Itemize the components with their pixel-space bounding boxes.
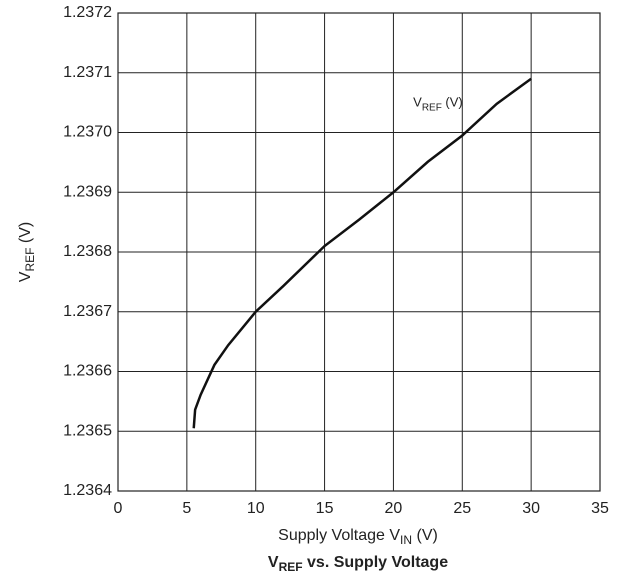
y-axis-label: VREF (V) (17, 222, 37, 282)
annotation: VREF (V) (413, 95, 463, 113)
x-tick-label: 35 (591, 500, 609, 517)
annotation-main: V (413, 95, 422, 110)
y-tick-label: 1.2371 (63, 64, 112, 81)
y-tick-label: 1.2370 (63, 124, 112, 141)
x-tick-label: 15 (316, 500, 334, 517)
chart-title: VREF vs. Supply Voltage (268, 554, 448, 574)
y-label-sub: REF (23, 248, 37, 272)
y-tick-label: 1.2366 (63, 363, 112, 380)
data-line (192, 77, 532, 429)
y-label-main: V (17, 271, 34, 282)
x-tick-label: 30 (522, 500, 540, 517)
x-tick-label: 5 (182, 500, 191, 517)
y-tick-label: 1.2369 (63, 183, 112, 200)
x-tick-label: 10 (247, 500, 265, 517)
x-tick-label: 25 (453, 500, 471, 517)
annotation-rest: (V) (442, 95, 463, 110)
title-main: V (268, 554, 279, 571)
x-axis-label: Supply Voltage VIN (V) (278, 527, 438, 547)
y-tick-label: 1.2367 (63, 303, 112, 320)
x-label-main: Supply Voltage V (278, 527, 400, 544)
y-label-rest: (V) (17, 222, 34, 248)
y-tick-label: 1.2372 (63, 4, 112, 21)
title-rest: vs. Supply Voltage (303, 554, 449, 571)
annotation-sub: REF (422, 102, 442, 113)
x-label-rest: (V) (412, 527, 438, 544)
y-tick-label: 1.2365 (63, 422, 112, 439)
title-sub: REF (279, 560, 303, 574)
y-tick-label: 1.2364 (63, 482, 112, 499)
y-tick-label: 1.2368 (63, 243, 112, 260)
x-tick-label: 0 (114, 500, 123, 517)
x-tick-label: 20 (385, 500, 403, 517)
x-label-sub: IN (400, 533, 412, 547)
